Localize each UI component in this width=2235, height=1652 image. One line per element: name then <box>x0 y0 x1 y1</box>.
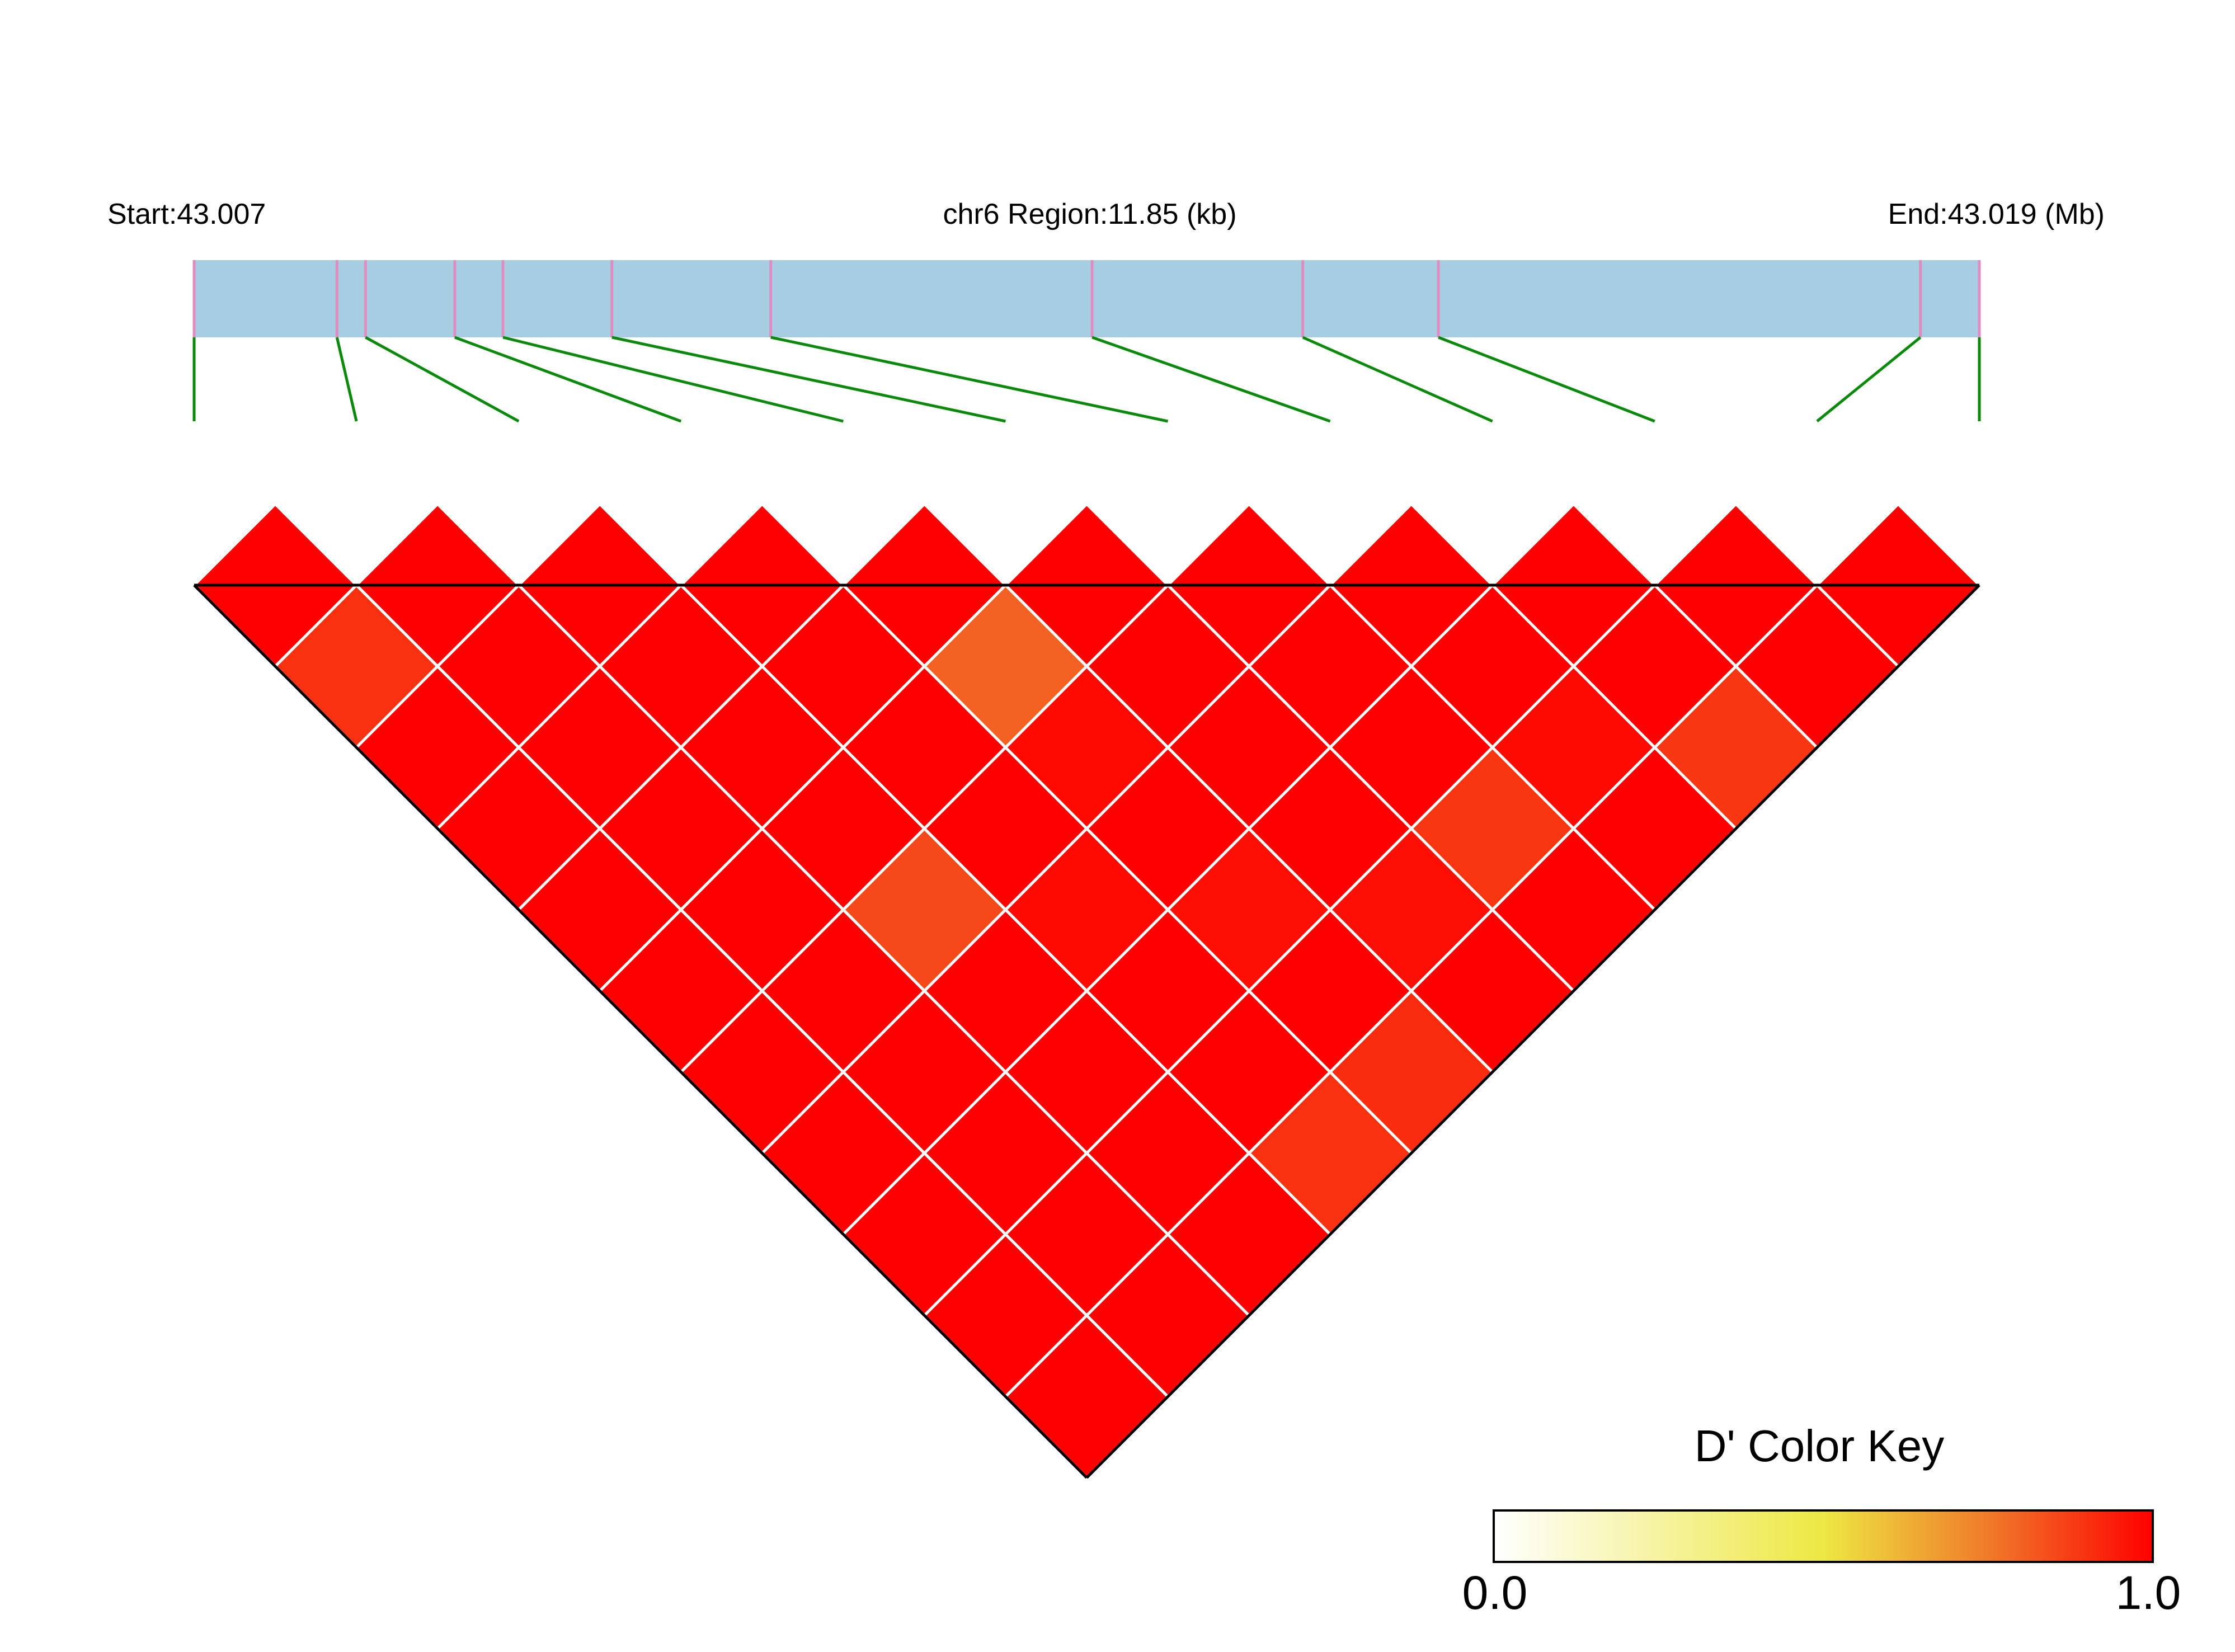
snp-connector <box>611 336 1006 423</box>
genomic-track <box>192 260 1981 337</box>
snp-connector <box>1091 336 1331 423</box>
color-key: D' Color Key 0.0 1.0 <box>1462 1421 2181 1619</box>
snp-connector <box>1302 336 1493 423</box>
snp-connector <box>1816 336 1922 422</box>
snp-connector <box>1438 336 1655 423</box>
track-bar <box>194 260 1979 337</box>
snp-connector <box>770 336 1169 423</box>
snp-connectors <box>192 336 1981 423</box>
region-title-label: chr6 Region:11.85 (kb) <box>943 198 1236 230</box>
region-start-label: Start:43.007 <box>107 198 266 230</box>
heatmap-right-edge <box>1085 584 1980 1479</box>
snp-connector <box>335 337 358 422</box>
snp-connector <box>365 336 520 423</box>
ld-cells <box>192 502 1982 1480</box>
snp-connector <box>454 336 682 423</box>
heatmap-left-edge <box>193 584 1088 1479</box>
color-key-min-label: 0.0 <box>1462 1566 1528 1619</box>
heatmap-outline <box>193 583 1980 1479</box>
color-key-bar <box>1493 1509 2154 1563</box>
color-key-max-label: 1.0 <box>2116 1566 2181 1619</box>
color-key-title: D' Color Key <box>1695 1421 1945 1471</box>
snp-connector <box>502 336 844 423</box>
region-end-label: End:43.019 (Mb) <box>1888 198 2105 230</box>
